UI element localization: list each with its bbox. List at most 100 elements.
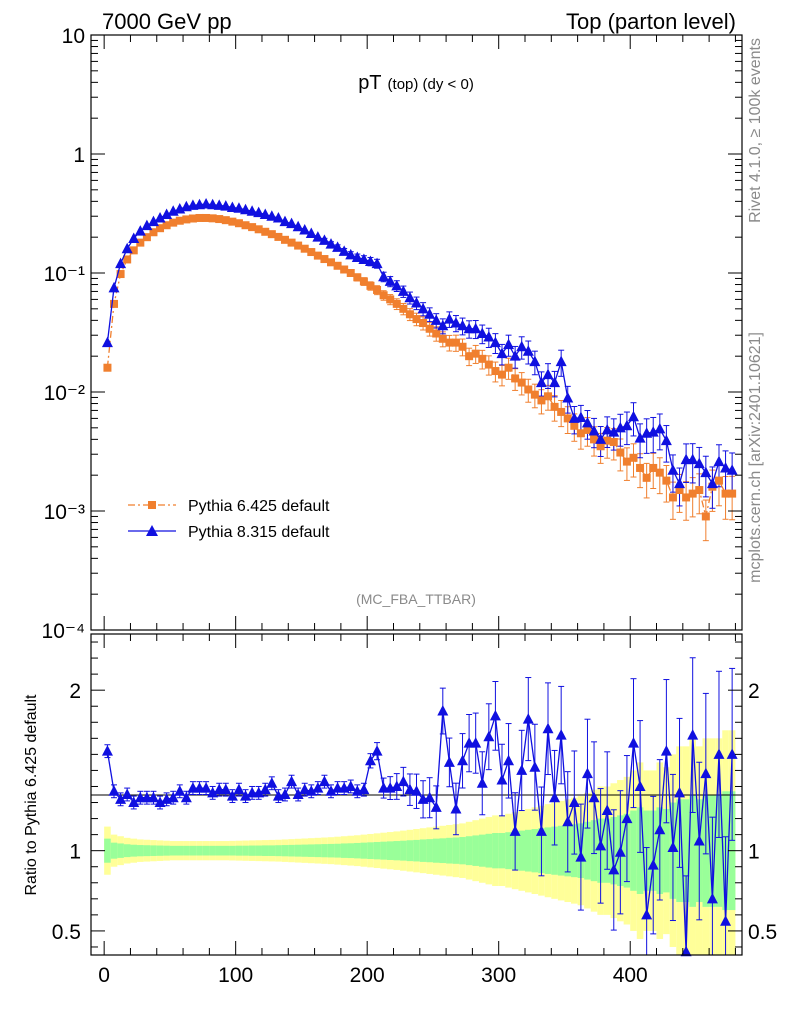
point-pythia6 <box>603 436 612 445</box>
point-pythia6 <box>300 244 309 253</box>
point-pythia6 <box>675 486 684 495</box>
point-pythia6 <box>175 216 184 225</box>
point-pythia6 <box>386 295 395 304</box>
band-green <box>209 845 216 856</box>
ratio-point <box>535 825 547 836</box>
point-pythia6 <box>530 390 539 399</box>
ratio-point <box>614 846 626 857</box>
point-pythia8 <box>687 453 699 465</box>
point-pythia8 <box>351 251 363 262</box>
point-pythia6 <box>392 299 401 308</box>
point-pythia6 <box>517 378 526 387</box>
point-pythia6 <box>445 338 454 347</box>
ratio-point <box>305 785 317 796</box>
point-pythia6 <box>373 285 382 294</box>
point-pythia8 <box>115 257 127 269</box>
point-pythia6 <box>524 385 533 394</box>
band-green <box>663 808 670 893</box>
ratio-point <box>568 796 580 808</box>
point-pythia6 <box>655 468 664 477</box>
point-pythia8 <box>450 317 462 328</box>
point-pythia8 <box>575 411 587 423</box>
point-pythia6 <box>307 248 316 257</box>
point-pythia6 <box>333 261 342 270</box>
legend-marker-pythia8 <box>146 525 158 536</box>
ratio-point <box>266 777 278 788</box>
point-pythia8 <box>660 434 672 446</box>
point-pythia8 <box>312 231 324 242</box>
band-green <box>143 845 151 857</box>
point-pythia8 <box>562 392 574 403</box>
point-pythia6 <box>274 232 283 241</box>
band-green <box>525 829 532 872</box>
point-pythia8 <box>443 313 455 324</box>
point-pythia6 <box>695 486 704 495</box>
ratio-point <box>700 767 712 779</box>
band-green <box>492 833 499 869</box>
ratio-point <box>424 791 436 803</box>
main-plot-frame <box>90 34 743 631</box>
point-pythia6 <box>353 273 362 282</box>
ratio-point <box>430 801 442 812</box>
side-rivet-label: Rivet 4.1.0, ≥ 100k events <box>747 38 764 223</box>
point-pythia8 <box>457 319 469 331</box>
ratio-point <box>575 851 587 862</box>
band-green <box>242 845 249 856</box>
ratio-x-tick-label: 200 <box>350 964 385 987</box>
band-green <box>544 827 552 874</box>
band-green <box>630 810 637 891</box>
band-green <box>340 843 348 858</box>
ratio-point <box>457 754 469 766</box>
point-pythia8 <box>674 477 686 489</box>
point-pythia8 <box>581 416 593 428</box>
point-pythia6 <box>123 255 132 264</box>
band-green <box>301 844 308 857</box>
ratio-point <box>660 745 672 756</box>
point-pythia8 <box>161 208 173 220</box>
point-pythia6 <box>228 217 237 226</box>
ratio-point <box>364 754 376 766</box>
point-pythia8 <box>476 327 488 339</box>
band-green <box>380 841 387 860</box>
point-pythia6 <box>484 360 493 369</box>
band-green <box>169 845 177 856</box>
main-axis-ticks: 10 1 10⁻¹ 10⁻² 10⁻³ 10⁻⁴ <box>42 25 742 643</box>
point-pythia8 <box>246 205 258 216</box>
ratio-point <box>121 788 133 799</box>
point-pythia8 <box>318 234 330 245</box>
point-pythia6 <box>188 214 197 223</box>
point-pythia6 <box>110 299 119 308</box>
ratio-x-tick-label: 0 <box>98 964 110 987</box>
ratio-point <box>345 780 357 791</box>
point-pythia6 <box>491 367 500 376</box>
point-pythia8 <box>535 376 547 388</box>
legend-label-pythia6: Pythia 6.425 default <box>188 498 330 515</box>
main-title-main: pT <box>358 72 381 94</box>
legend-marker-pythia6 <box>148 501 156 509</box>
ratio-point <box>200 782 212 793</box>
ratio-point <box>509 825 521 836</box>
point-pythia6 <box>340 265 349 274</box>
point-pythia8 <box>364 255 376 266</box>
ratio-point <box>220 783 232 795</box>
point-pythia6 <box>609 438 618 447</box>
point-pythia8 <box>667 464 679 475</box>
band-green <box>406 840 414 862</box>
ratio-point <box>147 791 159 803</box>
point-pythia6 <box>478 354 487 363</box>
point-pythia8 <box>489 336 501 348</box>
point-pythia6 <box>688 489 697 498</box>
band-green <box>498 833 506 869</box>
band-green <box>419 839 427 862</box>
band-green <box>354 842 361 859</box>
point-pythia8 <box>549 376 561 388</box>
point-pythia6 <box>550 402 559 411</box>
ratio-panel: 2 2 1 1 0.5 0.5 0 100 200 300 400 Ratio to Pythia … <box>23 633 777 987</box>
point-pythia8 <box>286 217 298 229</box>
ratio-point <box>621 812 633 824</box>
point-pythia8 <box>128 232 140 243</box>
point-pythia6 <box>616 448 625 457</box>
ratio-point <box>555 729 567 740</box>
band-green <box>386 841 394 860</box>
ratio-point <box>726 748 738 759</box>
